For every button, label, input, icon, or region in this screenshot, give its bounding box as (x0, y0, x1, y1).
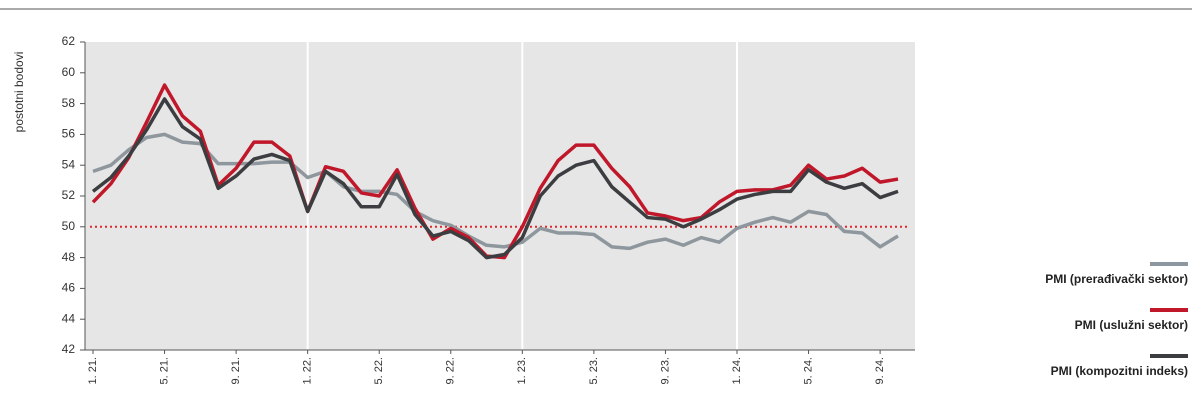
y-tick-label: 46 (62, 281, 76, 295)
y-tick-label: 62 (62, 34, 76, 48)
y-tick-label: 58 (62, 96, 76, 110)
x-tick-label: 9. 22. (445, 357, 457, 385)
y-tick-label: 42 (62, 342, 76, 356)
y-tick-label: 48 (62, 250, 76, 264)
x-tick-label: 5. 24. (802, 357, 814, 385)
y-tick-label: 50 (62, 219, 76, 233)
x-tick-label: 5. 22. (373, 357, 385, 385)
x-tick-label: 9. 24. (874, 357, 886, 385)
y-tick-label: 54 (62, 157, 76, 171)
x-tick-label: 1. 24. (731, 357, 743, 385)
y-tick-label: 60 (62, 65, 76, 79)
x-tick-label: 9. 23. (659, 357, 671, 385)
plot-background (85, 42, 915, 350)
x-tick-label: 1. 21. (87, 357, 99, 385)
y-axis-label: postotni bodovi (12, 52, 26, 133)
series-line (92, 132, 899, 251)
y-tick-label: 52 (62, 188, 76, 202)
legend-label: PMI (prerađivački sektor) (1045, 272, 1188, 286)
series-line (91, 97, 899, 260)
x-tick-label: 1. 23. (516, 357, 528, 385)
x-tick-label: 5. 23. (588, 357, 600, 385)
x-tick-label: 5. 21. (158, 357, 170, 385)
y-tick-label: 56 (62, 127, 76, 141)
x-tick-label: 1. 22. (302, 357, 314, 385)
x-tick-label: 9. 21. (230, 357, 242, 385)
legend-label: PMI (kompozitni indeks) (1051, 364, 1188, 378)
legend-label: PMI (uslužni sektor) (1075, 318, 1188, 332)
y-tick-label: 44 (62, 311, 76, 325)
